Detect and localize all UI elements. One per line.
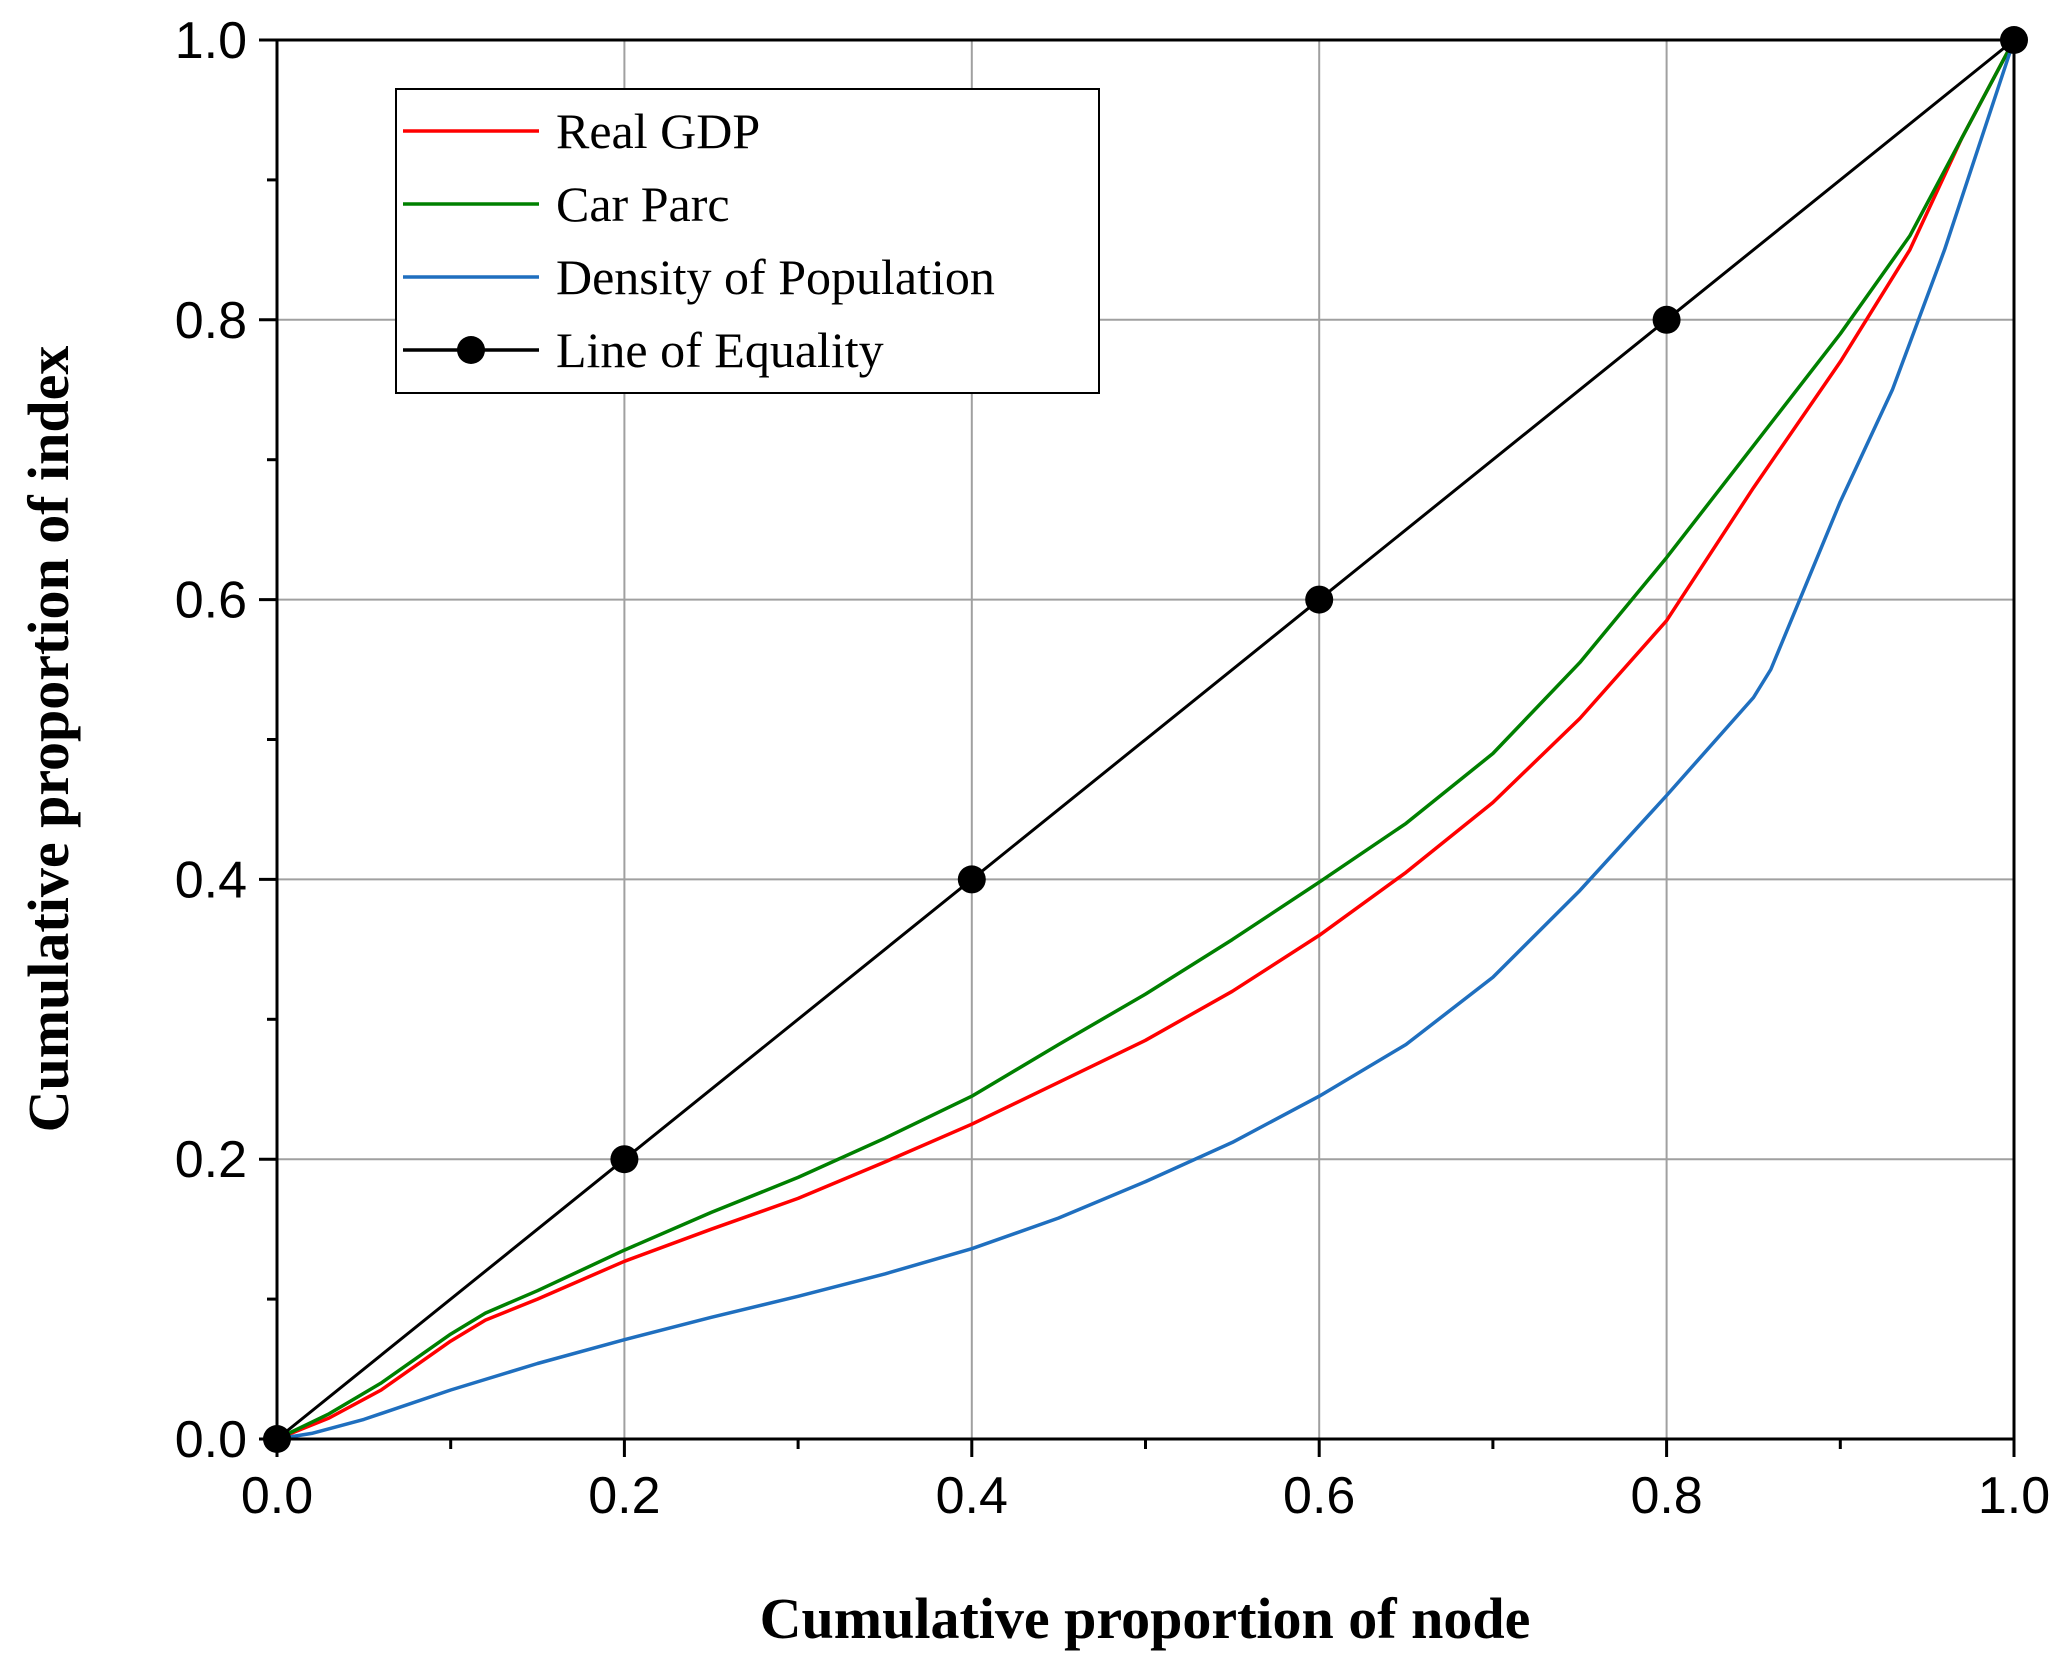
y-tick-label: 0.2 (175, 1131, 247, 1189)
series-line-density-of-population (276, 39, 2016, 1441)
series-point-line-of-equality (1652, 305, 1681, 334)
series-point-line-of-equality (957, 865, 986, 894)
y-tick-label: 0.6 (175, 572, 247, 630)
series-line-line-of-equality (276, 38, 2015, 1441)
axis-ticks (259, 38, 2016, 1457)
legend-label-car-parc: Car Parc (556, 176, 730, 232)
series-line-real-gdp (276, 39, 2016, 1441)
legend-label-line-of-equality: Line of Equality (556, 322, 884, 378)
y-tick-label: 1.0 (175, 12, 247, 70)
legend-label-density-of-population: Density of Population (556, 249, 995, 305)
legend: Real GDP Car Parc Density of Population Lin… (395, 88, 1100, 394)
x-tick-label: 1.0 (1978, 1467, 2050, 1525)
x-tick-label: 0.4 (936, 1467, 1008, 1525)
series-point-line-of-equality (610, 1145, 639, 1174)
legend-box (395, 88, 1100, 394)
x-tick-label: 0.8 (1630, 1467, 1702, 1525)
legend-label-real-gdp: Real GDP (556, 103, 760, 159)
y-tick-label: 0.8 (175, 292, 247, 350)
series-point-line-of-equality (1305, 585, 1334, 614)
x-tick-label: 0.0 (241, 1467, 313, 1525)
x-tick-label: 0.2 (588, 1467, 660, 1525)
series-line-car-parc (276, 39, 2016, 1441)
y-axis-title: Cumulative proportion of index (16, 346, 81, 1133)
y-tick-label: 0.0 (175, 1411, 247, 1469)
x-tick-label: 0.6 (1283, 1467, 1355, 1525)
legend-marker-line-of-equality (457, 336, 485, 364)
x-tick-labels: 0.0 0.2 0.4 0.6 0.8 1.0 (241, 1467, 2050, 1525)
x-axis-title: Cumulative proportion of node (760, 1586, 1531, 1651)
y-tick-labels: 0.0 0.2 0.4 0.6 0.8 1.0 (175, 12, 247, 1469)
series-lines (263, 26, 2028, 1453)
y-tick-label: 0.4 (175, 851, 247, 909)
